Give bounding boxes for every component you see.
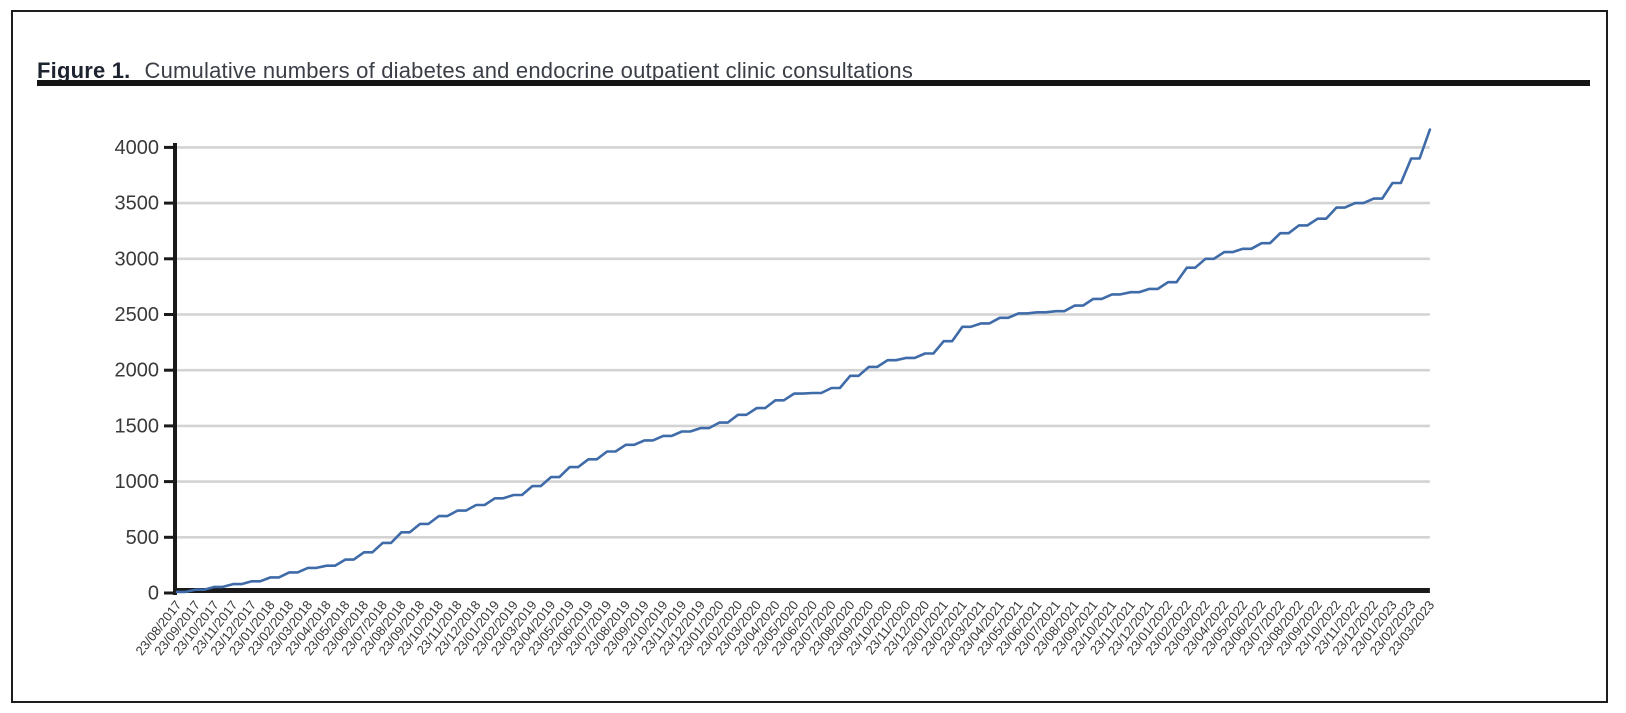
figure-caption: Figure 1. Cumulative numbers of diabetes … [37,58,913,84]
figure-panel: Figure 1. Cumulative numbers of diabetes … [11,10,1608,703]
y-axis-label: 500 [126,527,159,549]
y-axis-label: 3500 [115,193,160,215]
y-axis-label: 0 [148,583,159,605]
y-axis-label: 1500 [115,415,160,437]
y-axis-label: 3000 [115,248,160,270]
y-axis-label: 2000 [115,360,160,382]
figure-title-text: Cumulative numbers of diabetes and endoc… [144,58,914,83]
cumulative-consultations-line-chart: 0500100015002000250030003500400023/08/20… [115,128,1437,658]
y-axis-label: 2500 [115,304,160,326]
title-rule [37,80,1590,86]
figure-label: Figure 1. [37,58,131,83]
y-axis-label: 1000 [115,471,160,493]
y-axis-label: 4000 [115,137,160,159]
chart-line [175,128,1432,594]
